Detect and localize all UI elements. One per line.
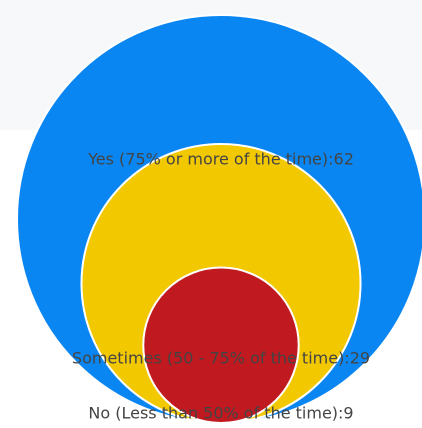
bubble-label-1: Sometimes (50 - 75% of the time):29 (72, 349, 370, 368)
bubble-group (16, 14, 422, 424)
bubble-label-2: No (Less than 50% of the time):9 (88, 404, 353, 423)
bubble-2[interactable] (142, 266, 300, 424)
label-group: Yes (75% or more of the time):62 Sometime… (72, 150, 370, 423)
bubble-label-0: Yes (75% or more of the time):62 (87, 150, 354, 169)
